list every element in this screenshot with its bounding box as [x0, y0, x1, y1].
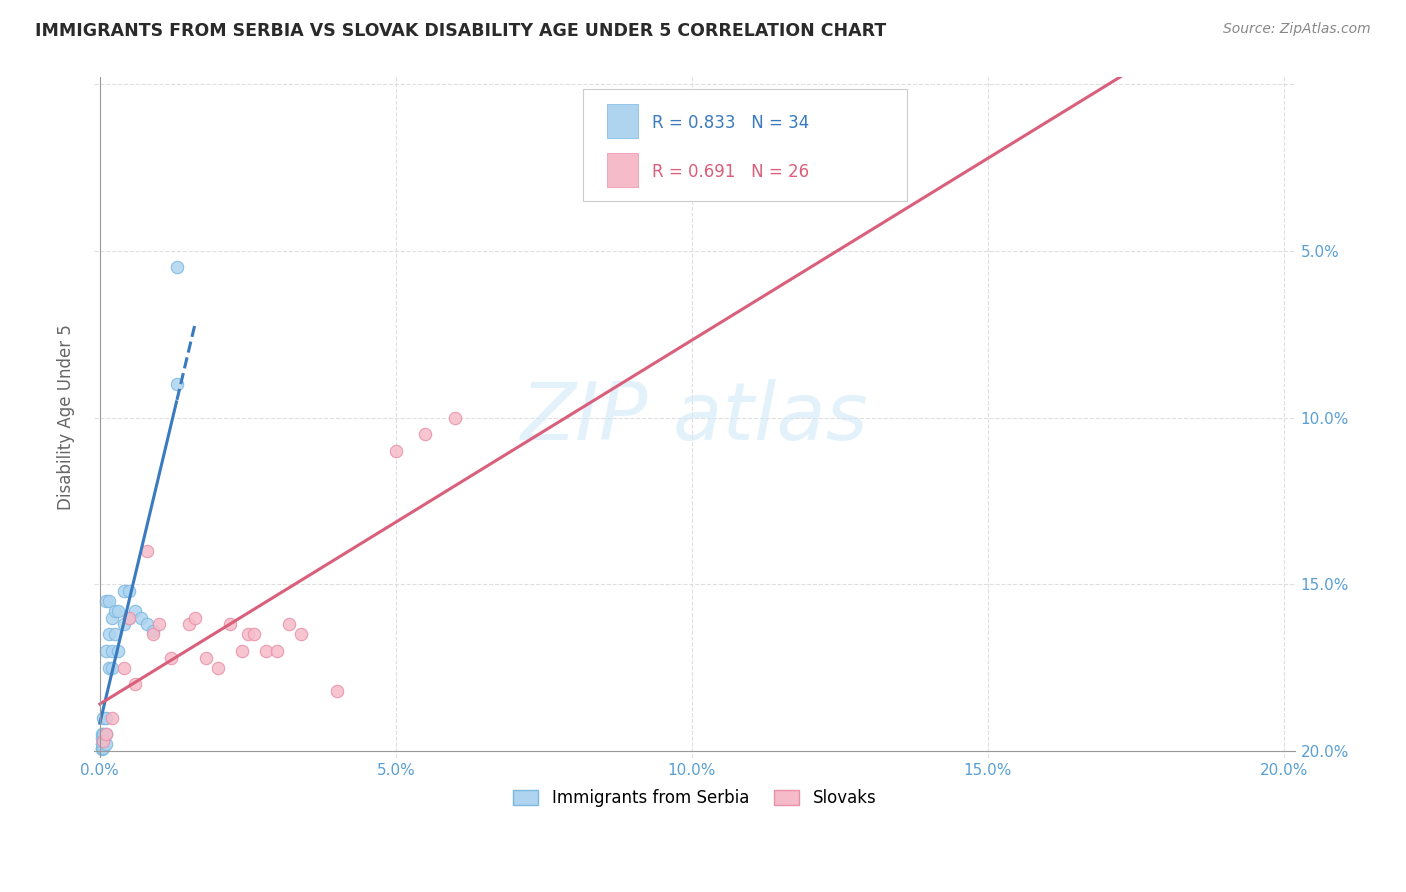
Point	[91, 734, 114, 748]
Text: Source: ZipAtlas.com: Source: ZipAtlas.com	[1223, 22, 1371, 37]
Point	[104, 604, 127, 618]
Point	[91, 727, 114, 741]
Point	[129, 610, 152, 624]
Point	[195, 650, 218, 665]
Point	[254, 644, 277, 658]
Point	[100, 644, 122, 658]
Point	[236, 627, 259, 641]
Point	[278, 617, 301, 632]
Legend: Immigrants from Serbia, Slovaks: Immigrants from Serbia, Slovaks	[506, 782, 883, 814]
Point	[142, 624, 165, 638]
Point	[118, 610, 141, 624]
Point	[266, 644, 288, 658]
Point	[94, 644, 117, 658]
Point	[90, 742, 112, 756]
Point	[142, 627, 165, 641]
Point	[148, 617, 170, 632]
Point	[97, 627, 120, 641]
Point	[183, 610, 205, 624]
Point	[136, 544, 159, 558]
Text: IMMIGRANTS FROM SERBIA VS SLOVAK DISABILITY AGE UNDER 5 CORRELATION CHART: IMMIGRANTS FROM SERBIA VS SLOVAK DISABIL…	[35, 22, 886, 40]
Point	[207, 660, 229, 674]
Point	[90, 727, 112, 741]
Point	[112, 660, 135, 674]
Point	[97, 660, 120, 674]
Point	[325, 684, 347, 698]
Point	[415, 427, 437, 442]
Point	[385, 443, 408, 458]
Point	[290, 627, 312, 641]
Point	[112, 583, 135, 598]
Point	[118, 610, 141, 624]
Point	[166, 377, 188, 392]
Point	[91, 711, 114, 725]
Point	[91, 740, 114, 755]
Point	[219, 617, 242, 632]
Point	[124, 677, 146, 691]
Point	[94, 727, 117, 741]
Point	[107, 644, 129, 658]
Point	[100, 610, 122, 624]
Point	[90, 740, 112, 755]
Text: R = 0.691   N = 26: R = 0.691 N = 26	[652, 163, 810, 181]
Point	[107, 604, 129, 618]
Point	[100, 711, 122, 725]
Point	[100, 660, 122, 674]
Point	[90, 731, 112, 745]
Point	[94, 594, 117, 608]
Point	[166, 260, 188, 275]
Point	[104, 627, 127, 641]
Point	[94, 727, 117, 741]
Point	[136, 617, 159, 632]
Text: ZIP atlas: ZIP atlas	[520, 378, 869, 457]
Y-axis label: Disability Age Under 5: Disability Age Under 5	[58, 325, 75, 510]
Point	[90, 737, 112, 751]
Point	[91, 734, 114, 748]
Point	[177, 617, 200, 632]
Point	[94, 711, 117, 725]
Point	[160, 650, 183, 665]
Point	[94, 737, 117, 751]
Point	[231, 644, 253, 658]
Point	[118, 583, 141, 598]
Point	[124, 604, 146, 618]
Text: R = 0.833   N = 34: R = 0.833 N = 34	[652, 114, 810, 132]
Point	[242, 627, 264, 641]
Point	[112, 617, 135, 632]
Point	[97, 594, 120, 608]
Point	[444, 410, 467, 425]
